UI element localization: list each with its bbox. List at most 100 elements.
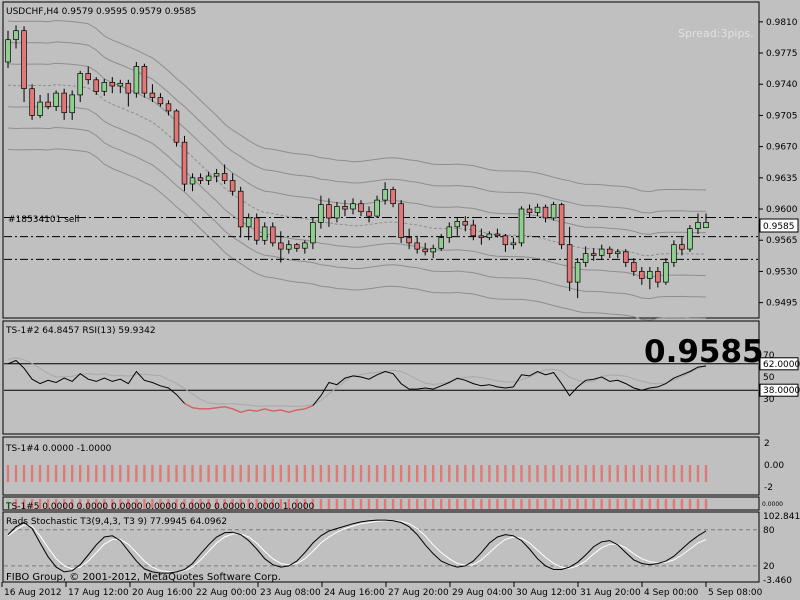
bearish-candle	[558, 204, 565, 246]
bullish-candle	[318, 204, 324, 223]
ts4-bar	[576, 465, 579, 482]
ts4-bar	[616, 465, 619, 482]
ts5-bar	[6, 499, 10, 509]
envelope-band	[7, 62, 707, 235]
bullish-candle	[334, 206, 340, 219]
bearish-candle	[358, 203, 364, 213]
big-price-label: 0.9585	[644, 334, 764, 370]
bearish-candle	[109, 82, 116, 87]
ts4-bar	[488, 465, 491, 482]
ts4-bar	[54, 465, 58, 482]
ts4-bar	[287, 465, 290, 482]
ts5-bar	[367, 499, 371, 509]
bearish-candle	[414, 242, 420, 250]
price-axis-label: 0.9635	[766, 174, 798, 184]
ts5-bar	[504, 499, 507, 509]
ts4-bar	[271, 465, 274, 482]
stochastic-main-line	[7, 519, 707, 574]
ts4-bar	[520, 465, 523, 482]
bullish-candle	[77, 73, 83, 96]
ts5-bar	[127, 499, 130, 509]
ts4-bar	[656, 465, 660, 482]
bullish-candle	[518, 208, 525, 244]
ts4-bar	[135, 465, 138, 482]
rsi-axis-label: 62.0000	[763, 360, 800, 370]
ts4-axis-label: 2	[764, 439, 770, 449]
spread-label: Spread:3pips.	[678, 27, 754, 40]
ts4-bar	[351, 465, 355, 482]
time-axis-label: 22 Aug 00:00	[196, 588, 257, 598]
ts4-bar	[544, 465, 547, 482]
ts5-bar	[407, 499, 411, 509]
ts5-bar	[135, 499, 138, 509]
rsi-axis-label: 70	[763, 351, 775, 361]
ts5-bar	[167, 499, 170, 509]
ts5-bar	[46, 499, 50, 509]
bearish-candle	[390, 189, 396, 205]
time-axis-label: 5 Sep 08:00	[708, 588, 763, 598]
bullish-candle	[695, 222, 701, 229]
bearish-candle	[165, 103, 172, 112]
ts4-bar	[127, 465, 130, 482]
ts4-bar	[191, 465, 194, 482]
ts5-bar	[432, 499, 435, 509]
ts4-bar	[14, 465, 18, 482]
ts5-bar	[191, 499, 194, 509]
ts5-bar	[600, 499, 603, 509]
ts4-bar	[95, 465, 98, 482]
ts5-bar	[30, 499, 34, 509]
bullish-candle	[302, 242, 308, 249]
bearish-candle	[679, 244, 685, 250]
ts4-bar	[119, 465, 122, 482]
ts4-bar	[111, 465, 114, 482]
ts5-bar	[656, 499, 660, 509]
ts4-bar	[608, 465, 611, 482]
bullish-candle	[5, 39, 11, 63]
ts5-bar	[448, 499, 451, 509]
time-axis-label: 24 Aug 16:00	[324, 588, 385, 598]
stochastic-levels	[4, 519, 758, 574]
bearish-candle	[197, 177, 204, 181]
ts5-bar	[295, 499, 298, 509]
ts4-bar	[359, 465, 363, 482]
ts4-histogram	[6, 465, 708, 482]
ts4-bar	[79, 465, 82, 482]
bullish-candle	[663, 262, 669, 283]
bearish-candle	[21, 30, 27, 89]
ts4-bar	[512, 465, 515, 482]
bearish-candle	[149, 92, 156, 98]
ts5-bar	[151, 499, 154, 509]
ts4-bar	[632, 465, 635, 482]
bullish-candle	[454, 221, 461, 228]
ts4-title: TS-1#4 0.0000 -1.0000	[5, 444, 112, 454]
ts5-bar	[680, 499, 684, 509]
ts5-bar	[111, 499, 114, 509]
bearish-candle	[278, 242, 284, 250]
ts4-bar	[239, 465, 242, 482]
time-axis: 16 Aug 2012 17 Aug 12:00 20 Aug 16:00 22 Au…	[1, 582, 763, 598]
bearish-candle	[326, 204, 332, 219]
ts4-bar	[480, 465, 483, 482]
envelope-bands	[7, 19, 707, 321]
ts5-bar	[696, 499, 700, 509]
ts5-bar	[319, 499, 323, 509]
bullish-candle	[534, 206, 541, 213]
ts4-bar	[231, 465, 234, 482]
ts5-bar	[95, 499, 98, 509]
ts4-bar	[375, 465, 379, 482]
bullish-candle	[582, 253, 589, 263]
current-price-label: 0.9585	[763, 222, 795, 232]
bullish-candle	[245, 217, 252, 228]
ts5-bar	[71, 499, 74, 509]
bullish-candle	[13, 30, 19, 40]
time-axis-label: 27 Aug 20:00	[388, 588, 449, 598]
ts5-bar	[648, 499, 651, 509]
ts5-bar	[247, 499, 250, 509]
ts5-bar	[480, 499, 483, 509]
bearish-candle	[566, 244, 573, 283]
stochastic-axis-label: 20	[763, 562, 775, 572]
ts5-bar	[440, 499, 443, 509]
ts4-bar	[183, 465, 186, 482]
ts5-bar	[472, 499, 475, 509]
ts5-bar	[383, 499, 387, 509]
